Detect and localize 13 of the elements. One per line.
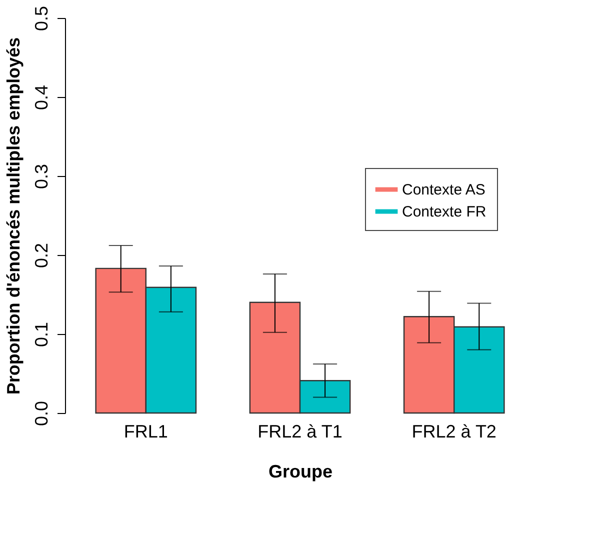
- legend-label: Contexte FR: [402, 204, 486, 220]
- y-tick-label: 0.5: [32, 6, 52, 32]
- x-tick-label: FRL2 à T1: [258, 422, 342, 442]
- y-axis-title: Proportion d'énoncés multiples employés: [4, 37, 24, 395]
- x-tick-label: FRL1: [124, 422, 168, 442]
- legend-label: Contexte AS: [402, 182, 486, 198]
- y-tick-label: 0.3: [32, 164, 52, 190]
- x-tick-label: FRL2 à T2: [412, 422, 496, 442]
- y-tick-label: 0.1: [32, 322, 52, 348]
- y-tick-label: 0.2: [32, 242, 52, 268]
- x-axis-title: Groupe: [268, 462, 333, 482]
- y-tick-label: 0.0: [32, 400, 52, 426]
- y-tick-label: 0.4: [32, 84, 52, 110]
